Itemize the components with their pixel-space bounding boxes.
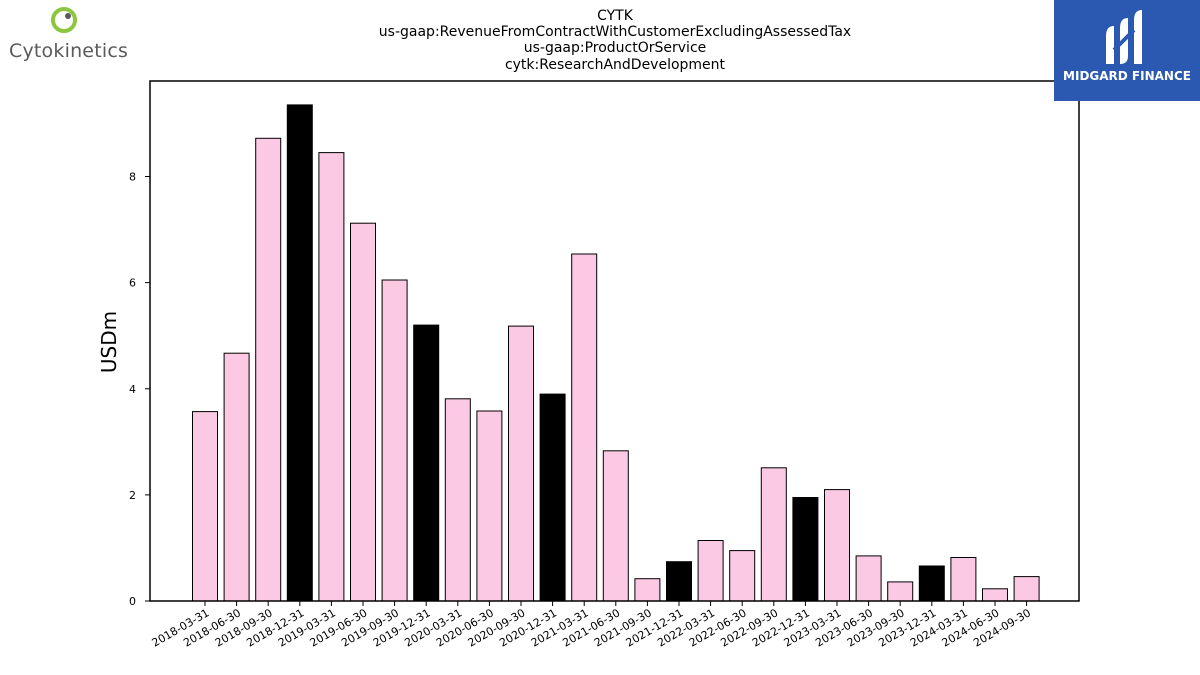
title-line-axis: us-gaap:ProductOrService xyxy=(524,40,707,56)
company-logo-text: Cytokinetics xyxy=(9,40,129,62)
brand-logo: MIDGARD FINANCE xyxy=(1054,0,1200,101)
bar-2024-03-31 xyxy=(950,557,977,602)
bar-2021-03-31 xyxy=(571,253,598,602)
bar-2023-12-31 xyxy=(918,565,945,602)
bar-2021-09-30 xyxy=(634,578,661,602)
plot-frame xyxy=(149,80,1080,602)
title-line-member: cytk:ResearchAndDevelopment xyxy=(505,57,726,73)
y-axis: 0 2 4 6 8 xyxy=(129,171,150,608)
brand-logo-text: MIDGARD FINANCE xyxy=(1063,69,1191,83)
midgard-m-logo-icon xyxy=(1106,10,1142,64)
bar-2019-12-31 xyxy=(413,324,440,602)
y-axis-label: USDm xyxy=(97,311,121,373)
bar-2022-06-30 xyxy=(729,550,756,602)
bar-2024-06-30 xyxy=(982,588,1008,602)
bar-2021-12-31 xyxy=(666,561,692,602)
title-line-ticker: CYTK xyxy=(597,8,634,24)
bar-2019-06-30 xyxy=(350,222,376,602)
bar-2022-03-31 xyxy=(697,540,724,602)
bar-2018-06-30 xyxy=(223,352,250,602)
bar-2023-06-30 xyxy=(855,555,882,602)
bar-2018-03-31 xyxy=(192,411,218,602)
y-tick-label: 0 xyxy=(129,595,136,608)
chart-title: CYTK us-gaap:RevenueFromContractWithCust… xyxy=(379,8,851,73)
x-axis: 2018-03-312018-06-302018-09-302018-12-31… xyxy=(150,601,1033,650)
cytokinetics-ring-logo-icon xyxy=(51,7,77,33)
bar-2020-03-31 xyxy=(444,398,471,602)
bar-2021-06-30 xyxy=(602,450,629,602)
y-tick-label: 6 xyxy=(129,277,136,290)
bar-2023-09-30 xyxy=(887,581,914,602)
title-line-metric: us-gaap:RevenueFromContractWithCustomerE… xyxy=(379,24,851,40)
bar-2019-09-30 xyxy=(381,279,408,602)
bar-2018-12-31 xyxy=(286,104,313,602)
bar-2018-09-30 xyxy=(255,137,282,602)
bar-2019-03-31 xyxy=(318,152,345,602)
bar-2023-03-31 xyxy=(824,489,850,602)
y-tick-label: 4 xyxy=(129,383,136,396)
bar-2020-06-30 xyxy=(476,410,503,602)
y-tick-label: 8 xyxy=(129,171,136,184)
bar-2022-12-31 xyxy=(792,497,819,602)
company-logo: Cytokinetics xyxy=(4,4,129,62)
bar-2024-09-30 xyxy=(1013,576,1040,602)
bar-2020-12-31 xyxy=(539,393,566,602)
bar-2020-09-30 xyxy=(508,325,534,602)
bar-2022-09-30 xyxy=(760,467,787,602)
bars-group xyxy=(192,104,1040,602)
y-tick-label: 2 xyxy=(129,489,136,502)
